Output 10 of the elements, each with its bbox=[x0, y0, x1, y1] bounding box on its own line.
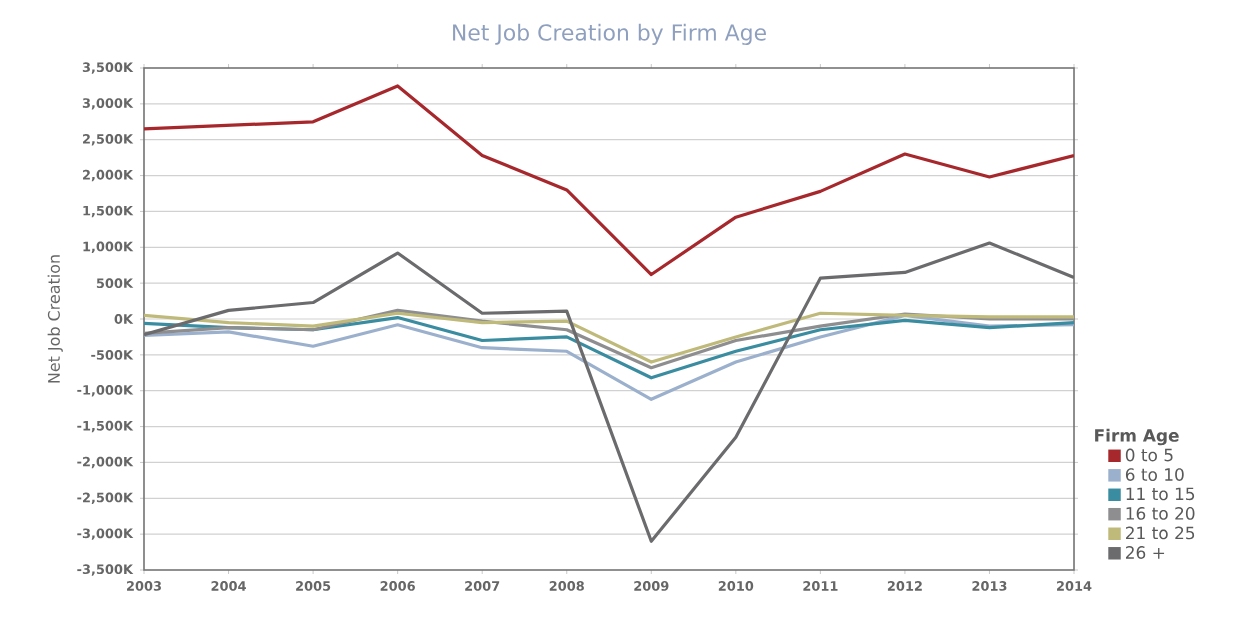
legend-label: 11 to 15 bbox=[1126, 487, 1195, 501]
legend-label: 6 to 10 bbox=[1125, 468, 1184, 481]
line-series bbox=[144, 313, 1075, 401]
legend-label: 26 + bbox=[1125, 546, 1165, 559]
line-series bbox=[144, 315, 1075, 380]
chart-title: Net Job Creation by Firm Age bbox=[453, 23, 766, 46]
legend-label: 21 to 25 bbox=[1125, 526, 1195, 540]
legend-title: Firm Age bbox=[1095, 428, 1179, 446]
legend-label: 16 to 20 bbox=[1126, 506, 1195, 520]
legend-label: 0 to 5 bbox=[1125, 448, 1173, 462]
